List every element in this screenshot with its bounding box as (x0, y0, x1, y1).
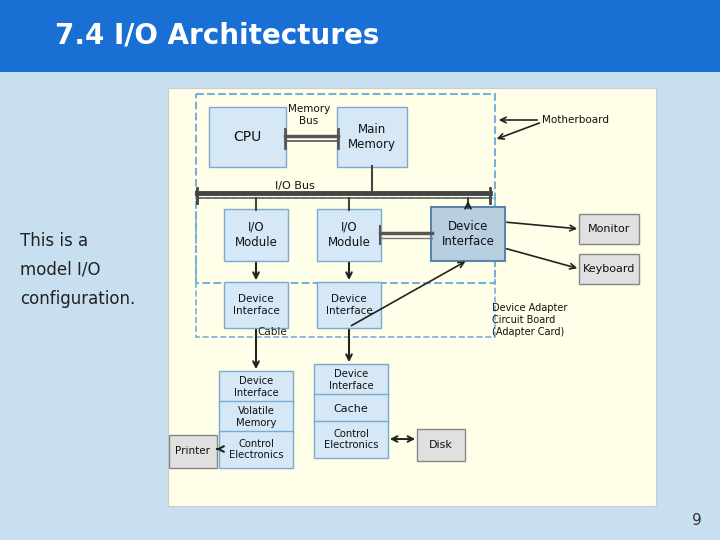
FancyBboxPatch shape (224, 209, 288, 261)
Text: 9: 9 (692, 513, 702, 528)
Text: Monitor: Monitor (588, 224, 630, 234)
FancyBboxPatch shape (317, 282, 381, 328)
FancyBboxPatch shape (219, 401, 293, 433)
Text: Printer: Printer (176, 447, 210, 456)
Text: Main
Memory: Main Memory (348, 123, 396, 151)
Text: This is a
model I/O
configuration.: This is a model I/O configuration. (20, 232, 135, 308)
Text: Control
Electronics: Control Electronics (324, 429, 378, 450)
Text: I/O Bus: I/O Bus (275, 181, 315, 191)
FancyBboxPatch shape (224, 282, 288, 328)
FancyBboxPatch shape (219, 371, 293, 403)
FancyBboxPatch shape (314, 394, 388, 423)
FancyBboxPatch shape (579, 254, 639, 284)
FancyBboxPatch shape (314, 364, 388, 396)
FancyBboxPatch shape (431, 207, 505, 261)
FancyBboxPatch shape (209, 107, 286, 167)
FancyBboxPatch shape (168, 88, 656, 506)
Text: Cable: Cable (257, 327, 287, 337)
Text: Device Adapter
Circuit Board
(Adapter Card): Device Adapter Circuit Board (Adapter Ca… (492, 303, 567, 336)
Text: Control
Electronics: Control Electronics (229, 438, 283, 460)
FancyBboxPatch shape (417, 429, 465, 461)
Text: Motherboard: Motherboard (542, 115, 609, 125)
Text: Memory
Bus: Memory Bus (288, 104, 330, 126)
FancyBboxPatch shape (337, 107, 407, 167)
Text: Device
Interface: Device Interface (233, 294, 279, 316)
FancyBboxPatch shape (314, 421, 388, 458)
FancyBboxPatch shape (0, 0, 720, 72)
FancyBboxPatch shape (579, 214, 639, 244)
Text: Device
Interface: Device Interface (328, 369, 374, 391)
Text: Volatile
Memory: Volatile Memory (236, 406, 276, 428)
Text: Disk: Disk (429, 440, 453, 450)
Text: Cache: Cache (333, 403, 369, 414)
FancyBboxPatch shape (169, 435, 217, 468)
FancyBboxPatch shape (219, 431, 293, 468)
Text: Keyboard: Keyboard (582, 264, 635, 274)
Text: I/O
Module: I/O Module (235, 221, 277, 249)
Text: Device
Interface: Device Interface (233, 376, 279, 398)
FancyBboxPatch shape (317, 209, 381, 261)
Text: 7.4 I/O Architectures: 7.4 I/O Architectures (55, 22, 379, 50)
Text: Device
Interface: Device Interface (441, 220, 495, 248)
Text: CPU: CPU (233, 130, 261, 144)
Text: I/O
Module: I/O Module (328, 221, 370, 249)
Text: Device
Interface: Device Interface (325, 294, 372, 316)
